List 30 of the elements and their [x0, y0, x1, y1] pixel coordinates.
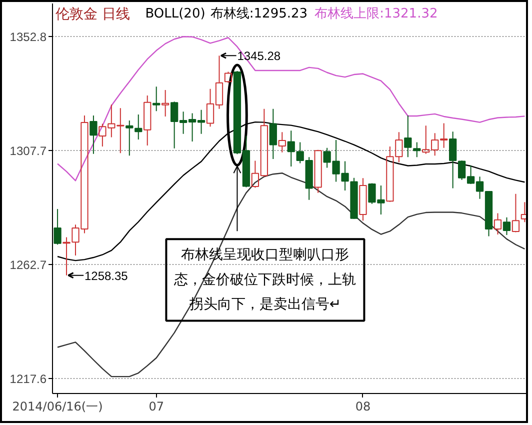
text: 布林线上限:1321.32	[314, 6, 438, 22]
chart-title: 伦敦金 日线	[56, 6, 130, 22]
candlestick	[494, 212, 502, 236]
candlestick	[224, 71, 232, 84]
candlestick	[404, 114, 412, 158]
candlestick	[62, 236, 70, 276]
candlestick	[449, 131, 457, 189]
y-tick-label: 1352.8	[10, 30, 47, 44]
text: 布林线:1295.23	[210, 6, 308, 22]
candlestick	[278, 132, 286, 153]
candlestick	[54, 208, 62, 246]
x-tick-label: 2014/06/16(一)	[12, 400, 103, 414]
candlestick	[90, 114, 98, 154]
y-tick-label: 1217.6	[10, 372, 47, 386]
candlestick	[413, 142, 421, 158]
candlestick	[502, 216, 511, 236]
line-series	[56, 172, 526, 378]
candlestick	[144, 95, 152, 146]
annotation: 1258.35	[84, 268, 128, 283]
y-tick-label: 1262.7	[10, 258, 47, 272]
candlestick	[152, 86, 160, 112]
y-tick-label: 1307.7	[10, 144, 47, 158]
candlestick	[512, 193, 520, 233]
candlestick	[269, 108, 277, 160]
x-tick-label: 08	[355, 400, 371, 414]
candlestick	[162, 89, 170, 117]
candlestick	[359, 178, 367, 222]
line-series	[56, 36, 526, 182]
x-tick-label: 07	[148, 400, 164, 414]
legend-title: BOLL(20)	[145, 6, 206, 22]
